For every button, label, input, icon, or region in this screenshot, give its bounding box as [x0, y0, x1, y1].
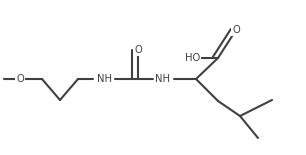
Text: O: O [232, 25, 240, 35]
Text: NH: NH [96, 74, 111, 84]
Text: O: O [134, 45, 142, 55]
Text: NH: NH [155, 74, 170, 84]
Text: O: O [16, 74, 24, 84]
Text: HO: HO [185, 53, 200, 63]
